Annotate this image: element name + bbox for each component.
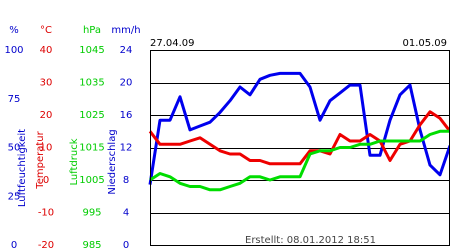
y-tick-label: 75 (8, 94, 21, 105)
y-tick-label: 0 (11, 240, 17, 250)
axis-title: Luftdruck (69, 138, 80, 185)
y-tick-label: 20 (40, 110, 53, 121)
y-tick-label: 100 (4, 45, 23, 56)
y-tick-label: 0 (123, 240, 129, 250)
series-line (148, 110, 450, 166)
y-tick-label: 0 (43, 175, 49, 186)
series-line (149, 129, 450, 192)
y-tick-label: 20 (120, 78, 133, 89)
series-line (148, 71, 450, 185)
axis-title: Niederschlag (107, 129, 118, 194)
y-tick-label: 10 (40, 143, 53, 154)
axis-unit: % (9, 25, 19, 36)
axis-unit: °C (40, 25, 52, 36)
y-tick-label: 1035 (79, 78, 104, 89)
y-tick-label: 1015 (79, 143, 104, 154)
y-tick-label: 30 (40, 78, 53, 89)
axis-title: Temperatur (35, 130, 46, 189)
end-date: 01.05.09 (402, 38, 447, 49)
axis-unit: mm/h (111, 25, 140, 36)
y-tick-label: 1005 (79, 175, 104, 186)
y-tick-label: 8 (123, 175, 129, 186)
y-tick-label: 40 (40, 45, 53, 56)
y-tick-label: 1025 (79, 110, 104, 121)
y-tick-label: 4 (123, 208, 129, 219)
y-tick-label: 1045 (79, 45, 104, 56)
axis-unit: hPa (83, 25, 101, 36)
axis-title: Luftfeuchtigkeit (17, 129, 28, 207)
y-tick-label: -10 (38, 208, 54, 219)
y-tick-label: 50 (8, 143, 21, 154)
y-tick-label: 985 (82, 240, 101, 250)
y-tick-label: 25 (8, 191, 21, 202)
start-date: 27.04.09 (150, 38, 195, 49)
y-tick-label: 24 (120, 45, 133, 56)
y-tick-label: -20 (38, 240, 54, 250)
footer: Erstellt: 08.01.2012 18:51 (245, 235, 376, 246)
y-tick-label: 12 (120, 143, 133, 154)
y-tick-label: 16 (120, 110, 133, 121)
y-tick-label: 995 (82, 208, 101, 219)
